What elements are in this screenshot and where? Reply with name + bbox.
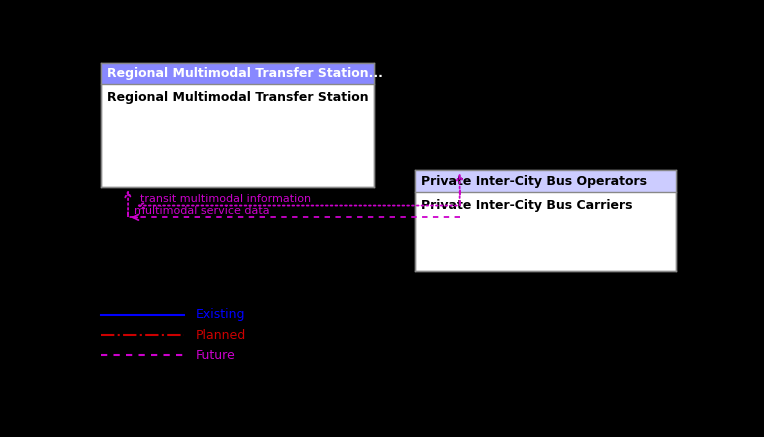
Bar [102, 62, 374, 187]
Text: Planned: Planned [196, 329, 247, 342]
Text: Regional Multimodal Transfer Station: Regional Multimodal Transfer Station [107, 91, 369, 104]
Text: Regional Multimodal Transfer Station...: Regional Multimodal Transfer Station... [107, 67, 384, 80]
Bar [416, 170, 676, 192]
Bar [416, 170, 676, 271]
Bar [102, 62, 374, 84]
Text: Private Inter-City Bus Operators: Private Inter-City Bus Operators [421, 175, 647, 187]
Text: multimodal service data: multimodal service data [134, 206, 270, 215]
Text: transit multimodal information: transit multimodal information [140, 194, 311, 204]
Text: Existing: Existing [196, 309, 246, 321]
Text: Private Inter-City Bus Carriers: Private Inter-City Bus Carriers [421, 199, 633, 212]
Text: Future: Future [196, 349, 236, 362]
